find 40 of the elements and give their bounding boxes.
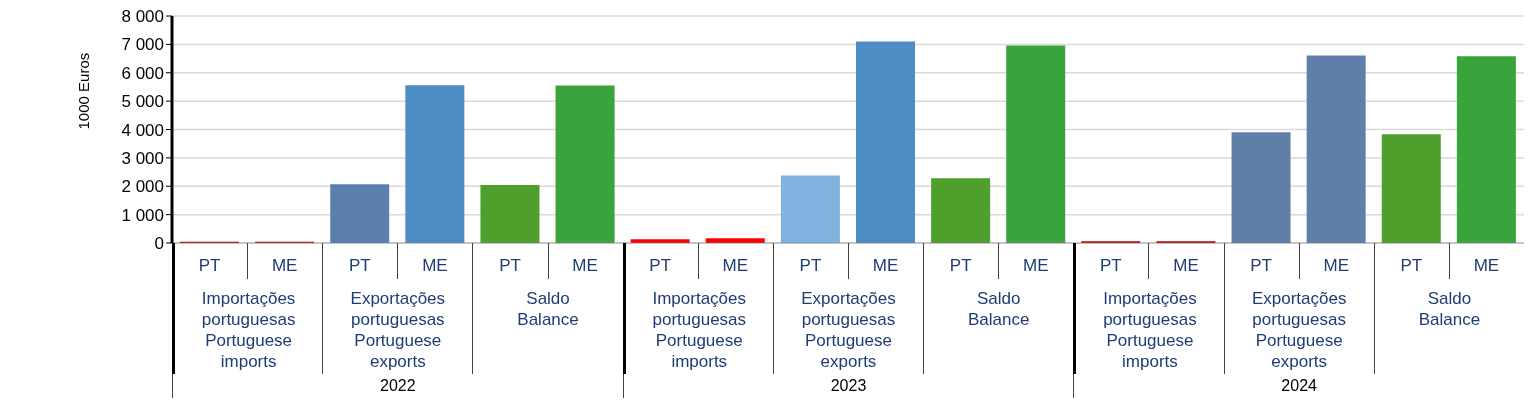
x-tick-label: PT	[949, 256, 972, 276]
y-tick-label: 0	[154, 234, 164, 254]
x-tick-label: ME	[572, 256, 598, 276]
y-tick-label: 8 000	[121, 7, 164, 27]
text: Saldo Balance	[472, 278, 623, 374]
text: Importações portuguesas Portuguese imports	[1073, 278, 1224, 374]
y-tick-label: 4 000	[121, 120, 164, 140]
x-tick-label: ME	[422, 256, 448, 276]
x-tick-label: ME	[1323, 256, 1349, 276]
text: 2024	[1073, 374, 1524, 398]
x-tick-label: PT	[799, 256, 822, 276]
x-tick-label: PT	[649, 256, 672, 276]
y-tick-label: 5 000	[121, 92, 164, 112]
x-tick-label: ME	[1173, 256, 1199, 276]
y-axis-title: 1000 Euros	[75, 52, 93, 130]
y-tick-label: 6 000	[121, 63, 164, 83]
x-tick-label: ME	[722, 256, 749, 276]
text: Importações portuguesas Portuguese imports	[172, 278, 323, 374]
x-tick-label: PT	[499, 256, 521, 276]
x-tick-label: PT	[198, 256, 221, 276]
text: 2023	[622, 374, 1074, 398]
text: Importações portuguesas Portuguese imports	[622, 278, 773, 374]
text: Exportações portuguesas Portuguese exports	[772, 278, 924, 374]
x-tick-label: ME	[872, 256, 899, 276]
x-tick-label: ME	[1473, 256, 1500, 276]
y-tick-label: 2 000	[121, 177, 164, 197]
y-tick-label: 7 000	[121, 35, 164, 55]
text: Saldo Balance	[1373, 278, 1524, 374]
x-tick-label: PT	[348, 256, 371, 276]
y-tick-label: 3 000	[121, 148, 164, 168]
x-tick-label: ME	[271, 256, 298, 276]
text: 2022	[172, 374, 623, 398]
text: Saldo Balance	[923, 278, 1074, 374]
y-tick-label: 1 000	[121, 205, 164, 225]
x-tick-label: ME	[1023, 256, 1049, 276]
text: Exportações portuguesas Portuguese exports	[322, 278, 473, 374]
x-tick-label: PT	[1100, 256, 1122, 276]
x-tick-label: PT	[1400, 256, 1423, 276]
x-tick-label: PT	[1250, 256, 1272, 276]
text: Exportações portuguesas Portuguese exports	[1223, 278, 1374, 374]
